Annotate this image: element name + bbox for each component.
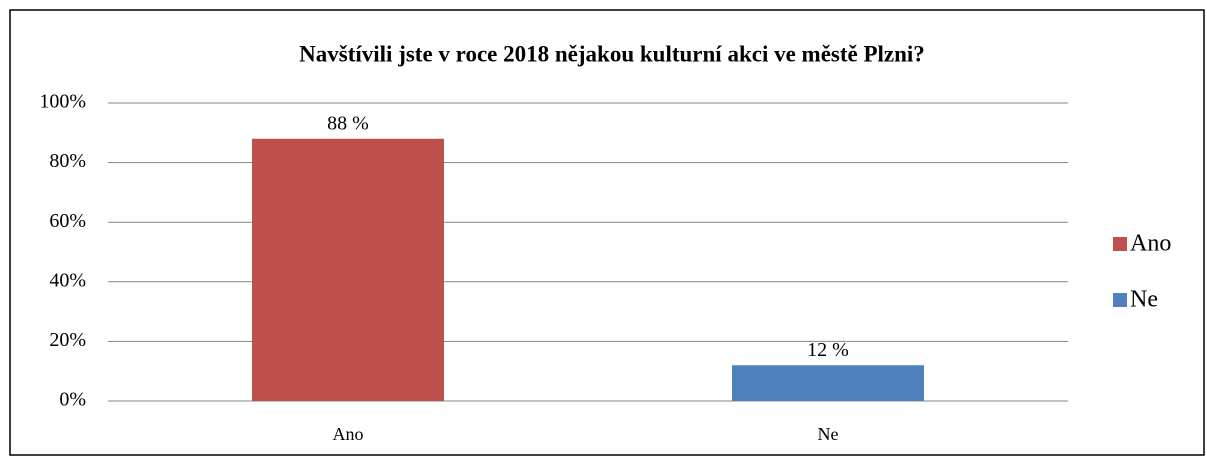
legend-swatch bbox=[1113, 237, 1127, 251]
chart-title: Navštívili jste v roce 2018 nějakou kult… bbox=[299, 41, 925, 66]
y-tick-label: 20% bbox=[49, 329, 86, 351]
x-tick-label: Ano bbox=[333, 424, 364, 444]
y-tick-label: 60% bbox=[49, 210, 86, 232]
bar bbox=[252, 138, 444, 401]
y-tick-label: 40% bbox=[49, 269, 86, 291]
data-label: 12 % bbox=[807, 339, 849, 361]
legend-label: Ne bbox=[1130, 287, 1158, 313]
x-tick-label: Ne bbox=[818, 424, 839, 444]
legend-label: Ano bbox=[1130, 231, 1171, 257]
bar bbox=[732, 365, 924, 401]
chart-border bbox=[9, 9, 1205, 456]
y-tick-label: 100% bbox=[39, 91, 86, 113]
legend-swatch bbox=[1113, 293, 1127, 307]
y-tick-label: 0% bbox=[59, 389, 86, 411]
data-label: 88 % bbox=[327, 112, 369, 134]
y-tick-label: 80% bbox=[49, 150, 86, 172]
